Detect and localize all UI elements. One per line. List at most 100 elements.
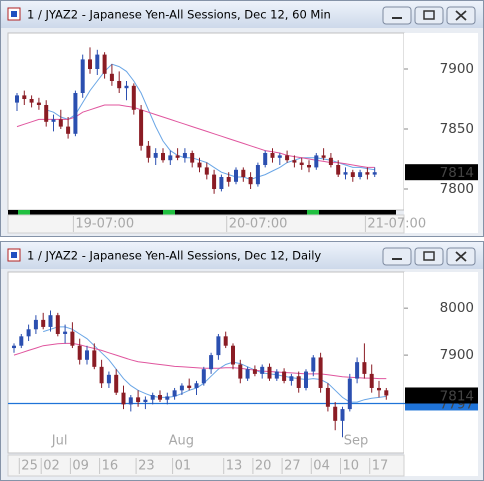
candle-body [73, 93, 78, 134]
candle-body [241, 169, 246, 177]
price-axis [404, 33, 478, 233]
candle-body [143, 399, 148, 403]
x-tick-label: 20 [255, 459, 272, 474]
minimize-icon [392, 17, 402, 19]
y-tick-label: 7900 [440, 61, 474, 77]
x-tick-label: 23 [138, 459, 155, 474]
candle-body [26, 329, 31, 337]
candle-body [175, 155, 180, 158]
candle-body [234, 169, 238, 182]
candle-body [307, 165, 311, 168]
candle-body [131, 85, 136, 110]
candle-body [299, 162, 304, 165]
candle-body [44, 105, 49, 122]
candle-body [146, 145, 151, 158]
candle-body [182, 153, 187, 158]
candle-body [187, 385, 192, 388]
candle-body [172, 390, 177, 397]
candle-body [92, 350, 97, 367]
candle-body [223, 336, 228, 346]
date-axis [7, 454, 405, 477]
candle-body [333, 406, 338, 421]
maximize-icon [423, 10, 435, 20]
candle-body [226, 177, 231, 182]
time-axis [7, 214, 405, 234]
candle-body [197, 162, 202, 168]
x-tick-label: 10 [343, 459, 360, 474]
candle-body [277, 155, 282, 158]
candle-body [139, 109, 144, 146]
candle-body [153, 153, 158, 158]
window-icon [11, 11, 17, 17]
x-tick-label: 02 [43, 459, 60, 474]
candle-body [179, 385, 184, 391]
candle-body [282, 371, 287, 381]
candle-body [350, 172, 355, 177]
candle-body [231, 345, 235, 365]
window-title: 1 / JYAZ2 - Japanese Yen-All Sessions, D… [27, 249, 321, 263]
candle-body [114, 374, 119, 393]
x-tick-label: 13 [226, 459, 243, 474]
maximize-button[interactable] [414, 6, 444, 25]
minimize-button[interactable] [382, 247, 412, 266]
x-tick-label: 27 [284, 459, 301, 474]
candle-body [325, 387, 330, 407]
candle-body [55, 315, 60, 334]
candle-body [165, 396, 170, 400]
close-icon [455, 251, 467, 262]
candle-body [41, 319, 46, 327]
x-tick-label: 01 [175, 459, 192, 474]
close-icon [455, 10, 467, 21]
candle-body [58, 119, 63, 127]
candle-body [212, 174, 217, 189]
candle-body [365, 172, 370, 175]
candle-body [321, 155, 326, 158]
candle-body [267, 366, 272, 379]
window-buttons[interactable] [382, 6, 476, 25]
maximize-button[interactable] [414, 247, 444, 266]
x-tick-label: 19-07:00 [75, 217, 134, 232]
candle-body [117, 81, 122, 89]
candle-body [77, 345, 82, 360]
month-label: Jul [51, 434, 68, 449]
window-buttons[interactable] [382, 247, 476, 266]
candle-body [19, 336, 24, 346]
candle-body [95, 54, 100, 69]
candle-body [85, 350, 89, 360]
candle-body [372, 172, 377, 175]
candle-body [347, 378, 352, 410]
session-segment [163, 210, 175, 215]
minimize-button[interactable] [382, 6, 412, 25]
candle-body [263, 153, 268, 165]
plot-area [7, 271, 405, 454]
session-bar [8, 210, 396, 215]
candle-body [369, 373, 374, 388]
moving-average [43, 326, 387, 403]
candle-body [29, 99, 34, 103]
x-tick-label: 25 [21, 459, 38, 474]
last-price-tag [405, 164, 478, 181]
candle-body [201, 369, 206, 384]
y-tick-label: 7850 [440, 121, 474, 137]
candle-body [377, 387, 381, 391]
y-tick-label: 7900 [440, 347, 474, 363]
last-price-label: 7814 [440, 165, 474, 181]
candle-body [314, 155, 319, 168]
session-segment [307, 210, 319, 215]
last-price-label: 7814 [440, 388, 474, 404]
window-icon [11, 252, 17, 258]
candle-body [51, 119, 56, 122]
candle-body [12, 345, 16, 349]
candle-body [238, 364, 243, 379]
candle-body [216, 336, 221, 356]
candle-body [260, 366, 265, 374]
moving-average [46, 63, 375, 180]
candle-body [194, 383, 199, 388]
candle-body [245, 369, 250, 379]
candle-body [33, 319, 38, 330]
candle-body [168, 155, 173, 161]
candle-body [121, 392, 126, 405]
candle-body [289, 376, 294, 381]
candle-body [88, 59, 92, 69]
